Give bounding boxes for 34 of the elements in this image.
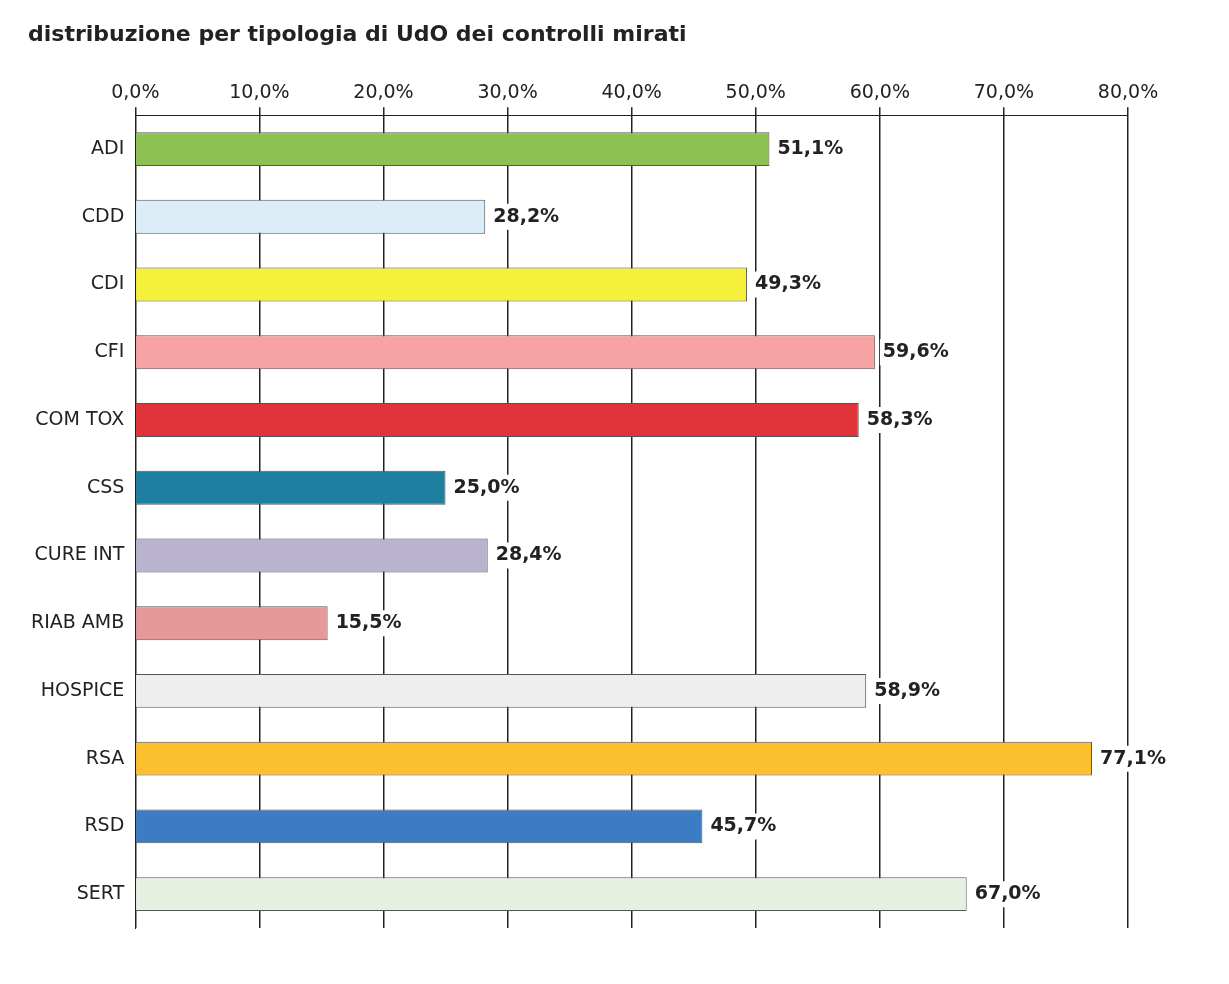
- data-label: 58,9%: [874, 677, 941, 700]
- data-label: 51,1%: [777, 136, 844, 158]
- data-label: 45,7%: [710, 813, 777, 836]
- x-tick-label: 50,0%: [725, 79, 786, 102]
- x-tick-label: 30,0%: [477, 79, 538, 102]
- data-label: 67,0%: [974, 881, 1041, 904]
- y-tick-label: CSS: [86, 474, 125, 497]
- y-tick-label: COM TOX: [35, 406, 125, 429]
- data-label: 28,4%: [495, 542, 562, 565]
- data-label: 28,2%: [493, 203, 560, 226]
- y-tick-label: CFI: [94, 339, 125, 362]
- x-tick-label: 40,0%: [601, 79, 662, 102]
- data-label: 77,1%: [1100, 745, 1166, 768]
- y-tick-label: CDD: [81, 203, 125, 226]
- data-label: 59,6%: [882, 339, 949, 362]
- data-label: 58,3%: [866, 406, 933, 429]
- x-tick-label: 0,0%: [111, 79, 160, 102]
- data-label: 49,3%: [755, 271, 821, 294]
- data-label: 25,0%: [453, 474, 520, 497]
- y-tick-label: HOSPICE: [40, 677, 125, 700]
- y-tick-label: CDI: [90, 271, 125, 294]
- data-label: 15,5%: [335, 610, 402, 633]
- y-tick-label: ADI: [91, 136, 125, 158]
- x-tick-label: 10,0%: [229, 79, 290, 102]
- y-tick-label: SERT: [76, 881, 125, 904]
- y-tick-label: RIAB AMB: [30, 610, 125, 633]
- x-tick-label: 70,0%: [973, 79, 1035, 102]
- x-tick-label: 20,0%: [353, 79, 414, 102]
- x-tick-label: 80,0%: [1097, 79, 1159, 102]
- chart-title: distribuzione per tipologia di UdO dei controlli mirati: [28, 20, 687, 46]
- y-tick-label: RSA: [85, 745, 125, 768]
- y-tick-label: CURE INT: [34, 542, 125, 565]
- x-tick-label: 60,0%: [849, 79, 911, 102]
- y-tick-label: RSD: [84, 813, 125, 836]
